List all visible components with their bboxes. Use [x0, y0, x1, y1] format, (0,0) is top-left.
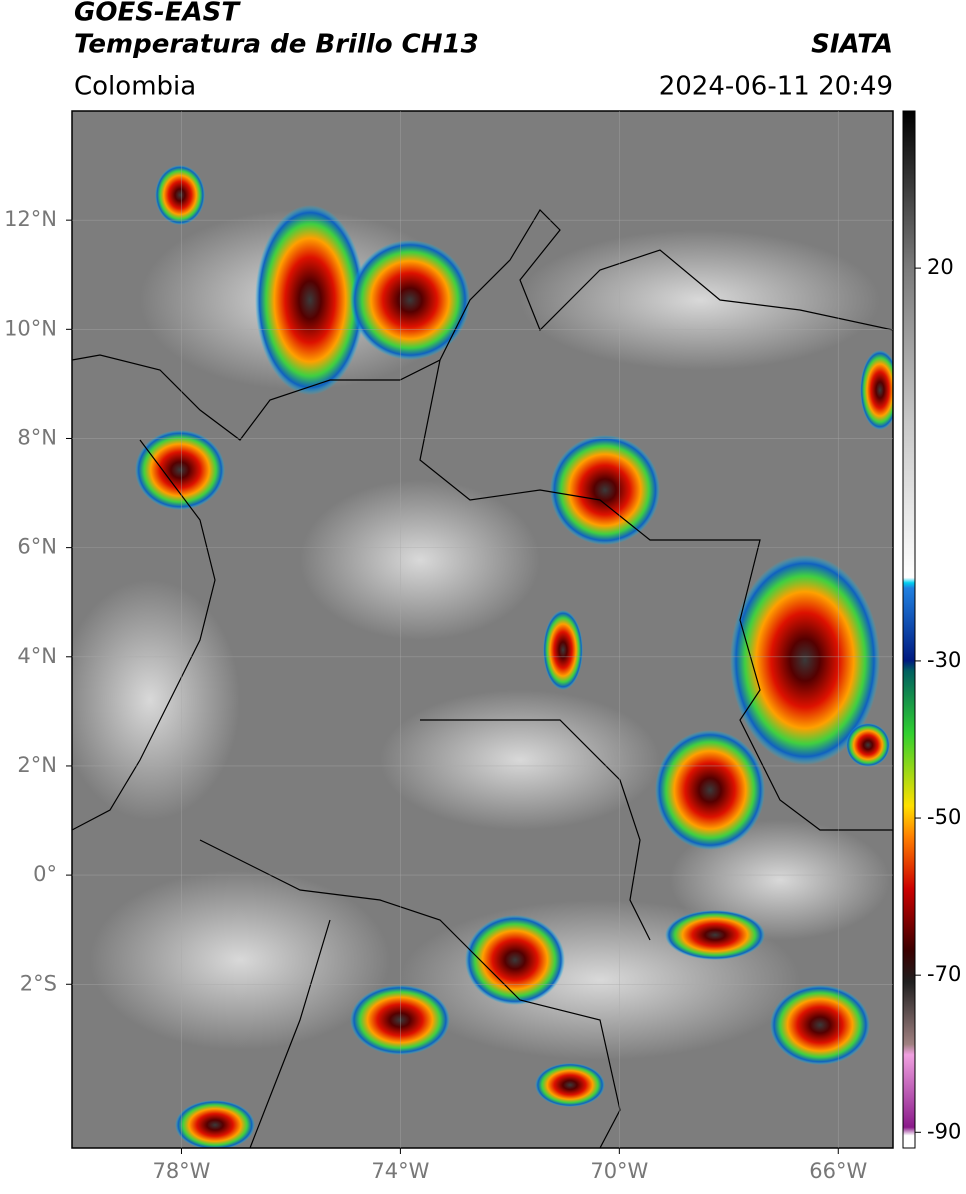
lat-tick-label: 2°N	[17, 753, 57, 777]
lon-tick-label: 66°W	[809, 1159, 867, 1183]
lon-tick-label: 78°W	[152, 1159, 210, 1183]
imagery	[72, 111, 893, 1148]
region: Colombia	[74, 72, 196, 102]
colorbar-tick-label: -50	[927, 805, 961, 829]
colorbar-tick-label: -30	[927, 648, 961, 672]
lat-tick-label: 10°N	[4, 316, 57, 340]
lat-tick-label: 0°	[33, 862, 57, 886]
lat-tick-label: 6°N	[17, 535, 57, 559]
map-frame	[71, 110, 894, 1149]
colorbar	[902, 110, 916, 1149]
lat-tick-label: 8°N	[17, 425, 57, 449]
lon-tick-label: 74°W	[371, 1159, 429, 1183]
source: SIATA	[811, 30, 893, 60]
lat-tick-label: 4°N	[17, 644, 57, 668]
datetime: 2024-06-11 20:49	[659, 72, 893, 102]
colorbar-tick-label: 20	[927, 255, 954, 279]
subtitle: Temperatura de Brillo CH13	[74, 30, 479, 60]
lon-tick-label: 70°W	[590, 1159, 648, 1183]
lat-tick-label: 2°S	[20, 971, 57, 995]
colorbar-tick-label: -90	[927, 1119, 961, 1143]
lat-tick-label: 12°N	[4, 207, 57, 231]
colorbar-tick-label: -70	[927, 962, 961, 986]
title: GOES-EAST	[74, 0, 241, 28]
